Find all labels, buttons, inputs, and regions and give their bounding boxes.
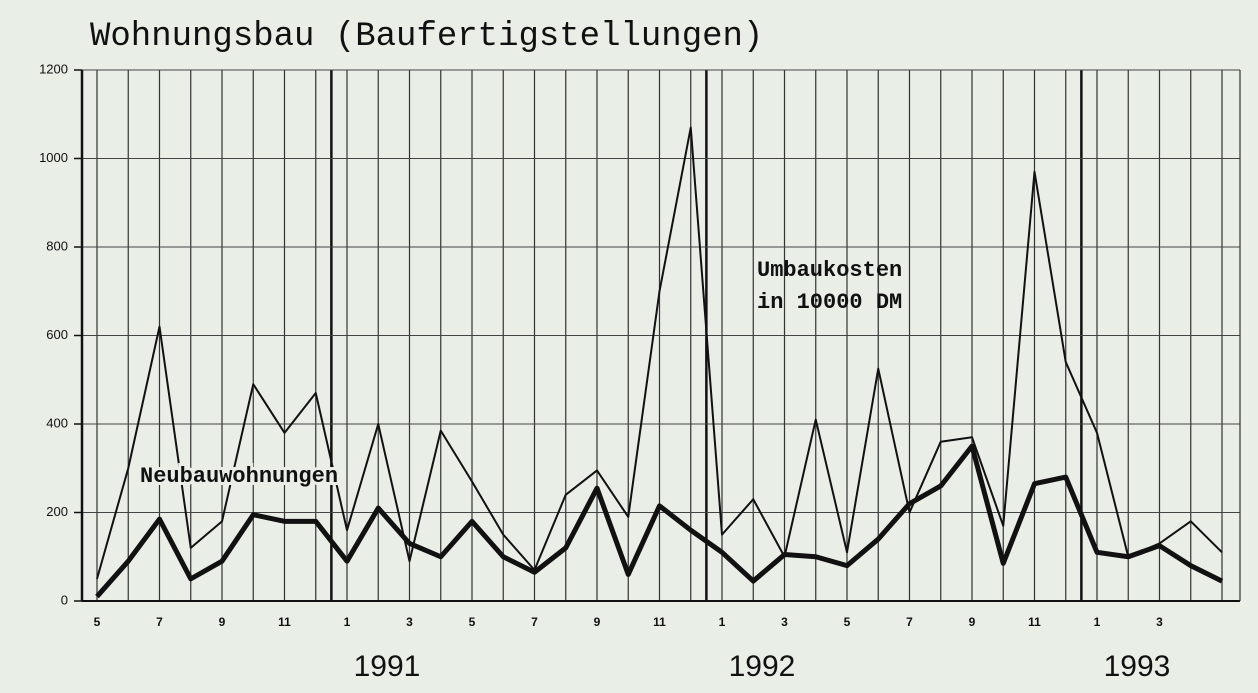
year-label: 1992 <box>729 650 796 683</box>
x-tick-label: 1 <box>1094 615 1101 629</box>
chart-title: Wohnungsbau (Baufertigstellungen) <box>90 18 763 56</box>
y-tick-label: 400 <box>46 415 68 430</box>
x-tick-label: 5 <box>469 615 476 629</box>
annotation: in 10000 DM <box>757 290 902 315</box>
y-tick-label: 200 <box>46 504 68 519</box>
x-tick-label: 3 <box>1156 615 1163 629</box>
x-tick-label: 11 <box>1028 615 1041 629</box>
series-label: Umbaukosten <box>757 258 902 283</box>
series-label: Neubauwohnungen <box>140 464 338 489</box>
year-label: 1993 <box>1104 650 1171 683</box>
x-tick-label: 11 <box>278 615 291 629</box>
y-tick-label: 800 <box>46 238 68 253</box>
x-tick-label: 1 <box>719 615 726 629</box>
x-tick-label: 5 <box>94 615 101 629</box>
y-tick-label: 1200 <box>39 61 68 76</box>
x-tick-label: 3 <box>406 615 413 629</box>
x-tick-label: 9 <box>969 615 976 629</box>
x-tick-label: 9 <box>594 615 601 629</box>
x-tick-label: 7 <box>906 615 913 629</box>
y-tick-label: 1000 <box>39 150 68 165</box>
x-tick-label: 3 <box>781 615 788 629</box>
x-tick-label: 11 <box>653 615 666 629</box>
year-label: 1991 <box>354 650 421 683</box>
x-tick-label: 9 <box>219 615 226 629</box>
x-tick-label: 5 <box>844 615 851 629</box>
x-tick-label: 1 <box>344 615 351 629</box>
series-line <box>96 126 1223 580</box>
x-tick-label: 7 <box>531 615 538 629</box>
series-line <box>95 443 1224 599</box>
y-tick-label: 0 <box>61 592 68 607</box>
y-tick-label: 600 <box>46 327 68 342</box>
x-tick-label: 7 <box>156 615 163 629</box>
